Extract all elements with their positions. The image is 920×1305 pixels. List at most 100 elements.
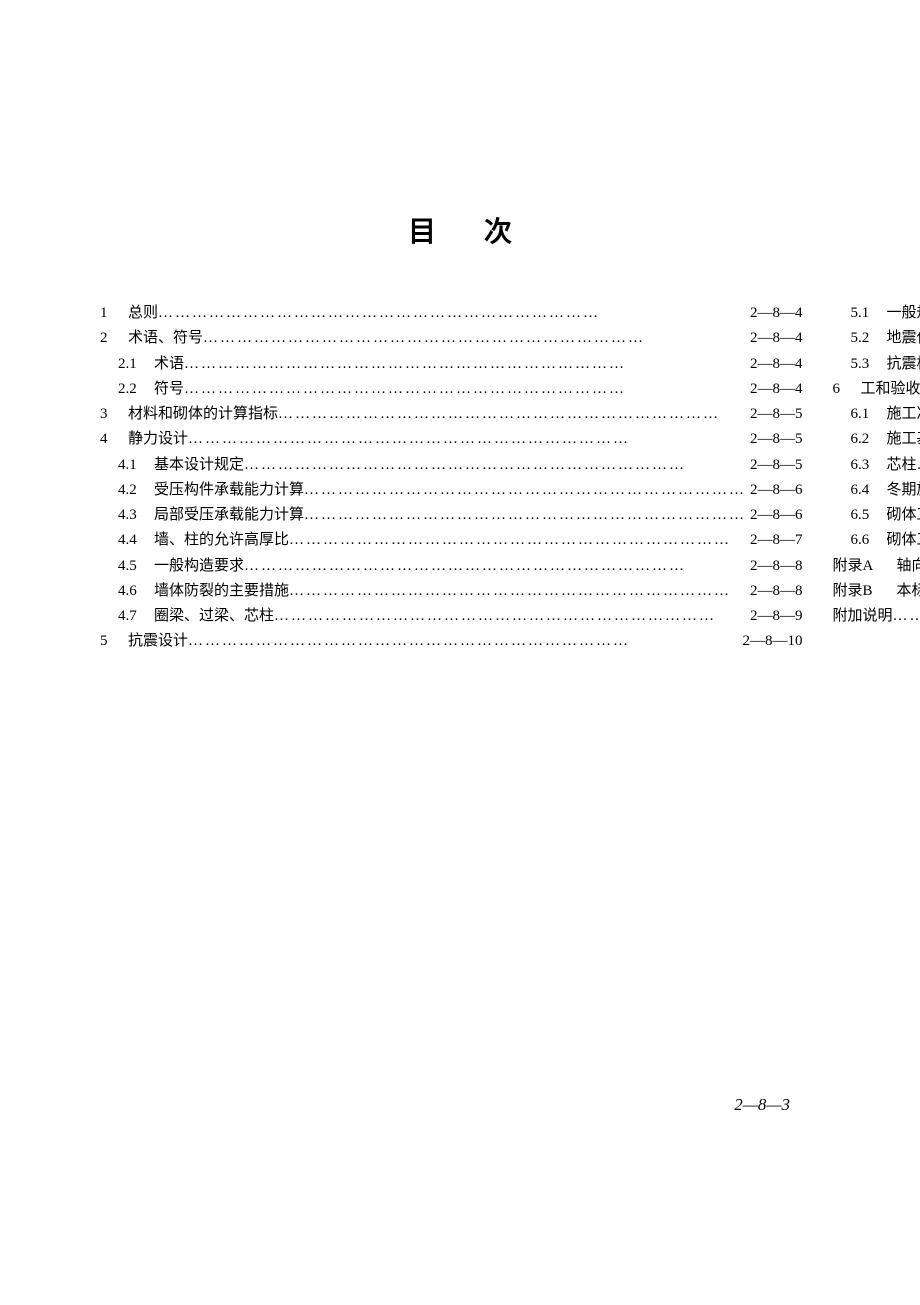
page-number: 2—8—3 (734, 1095, 790, 1115)
toc-entry-number: 3 (100, 403, 122, 426)
toc-entry-label: 总则 (122, 302, 158, 325)
toc-leader-dots (304, 479, 746, 502)
toc-entry-label: 一般构造要求 (148, 555, 244, 578)
toc-leader-dots (278, 403, 746, 426)
toc-entry: 4静力设计2—8—5 (100, 428, 803, 451)
toc-entry-label: 圈梁、过梁、芯柱 (148, 605, 274, 628)
toc-entry: 6.5砌体工程质量标准2—8—14 (833, 504, 920, 527)
toc-entry-page: 2—8—5 (746, 428, 803, 451)
toc-leader-dots (289, 529, 746, 552)
toc-entry-label: 工和验收 (855, 378, 920, 401)
toc-entry-page: 2—8—9 (746, 605, 803, 628)
toc-entry-label: 符号 (148, 378, 184, 401)
toc-entry-page: 2—8—4 (746, 327, 803, 350)
toc-entry-label: 砌体工程验收 (881, 529, 920, 552)
toc-entry-label: 抗震设计 (122, 630, 188, 653)
toc-leader-dots (274, 605, 746, 628)
toc-entry: 5.2地震作用和结构抗震验算2—8—10 (833, 327, 920, 350)
toc-entry: 2.1术语 2—8—4 (100, 353, 803, 376)
toc-leader-dots (158, 302, 746, 325)
toc-entry-label: 材料和砌体的计算指标 (122, 403, 278, 426)
toc-leader-dots (188, 428, 746, 451)
toc-entry-number: 5 (100, 630, 122, 653)
toc-entry: 6.6砌体工程验收2—8—14 (833, 529, 920, 552)
toc-entry-number: 6.4 (833, 479, 881, 502)
toc-entry-label: 一般规定 (881, 302, 920, 325)
toc-entry-page: 2—8—5 (746, 403, 803, 426)
toc-entry-label: 施工准备 (881, 403, 920, 426)
toc-entry: 5抗震设计 2—8—10 (100, 630, 803, 653)
toc-entry-number: 6.1 (833, 403, 881, 426)
toc-entry-label: 静力设计 (122, 428, 188, 451)
toc-right-column: 5.1一般规定2—8—105.2地震作用和结构抗震验算2—8—10 5.3抗震构造… (833, 302, 920, 656)
toc-entry-label: 轴向力影响系数 φ (891, 555, 920, 578)
toc-entry-page: 2—8—6 (746, 504, 803, 527)
toc-entry-label: 施工基本要求 (881, 428, 920, 451)
toc-entry: 6.1施工准备2—8—12 (833, 403, 920, 426)
toc-columns: 1总则2—8—42术语、符号2—8—42.1术语2—8—42.2符号2—8—43… (100, 302, 820, 656)
toc-entry-page: 2—8—8 (746, 555, 803, 578)
toc-entry-label: 地震作用和结构抗震验算 (881, 327, 920, 350)
toc-entry-number: 6 (833, 378, 855, 401)
toc-entry-label: 冬期施工 (881, 479, 920, 502)
toc-entry: 附录A轴向力影响系数 φ2—8—15 (833, 555, 920, 578)
toc-entry: 4.4墙、柱的允许高厚比2—8—7 (100, 529, 803, 552)
toc-entry-label: 墙体防裂的主要措施 (148, 580, 289, 603)
toc-entry-number: 2 (100, 327, 122, 350)
toc-entry-number: 4.6 (100, 580, 148, 603)
toc-entry-page: 2—8—4 (746, 302, 803, 325)
toc-entry: 4.3局部受压承载能力计算2—8—6 (100, 504, 803, 527)
toc-leader-dots (188, 630, 739, 653)
page: 目次 1总则2—8—42术语、符号2—8—42.1术语2—8—42.2符号2—8… (0, 0, 920, 656)
toc-leader-dots (893, 605, 920, 628)
toc-entry: 6.2施工基本要求2—8—13 (833, 428, 920, 451)
toc-entry-number: 6.3 (833, 454, 881, 477)
toc-entry: 4.6墙体防裂的主要措施2—8—8 (100, 580, 803, 603)
toc-entry: 4.7圈梁、过梁、芯柱2—8—9 (100, 605, 803, 628)
toc-entry-number: 4.5 (100, 555, 148, 578)
toc-leader-dots (289, 580, 746, 603)
toc-entry-page: 2—8—10 (739, 630, 803, 653)
toc-entry: 1总则 2—8—4 (100, 302, 803, 325)
toc-leader-dots (203, 327, 746, 350)
toc-entry: 6工和验收2—8—12 (833, 378, 920, 401)
toc-entry-label: 受压构件承载能力计算 (148, 479, 304, 502)
toc-entry: 5.1一般规定2—8—10 (833, 302, 920, 325)
toc-entry-number: 4.4 (100, 529, 148, 552)
toc-entry-number: 6.2 (833, 428, 881, 451)
toc-entry: 附录B本标准用词说明2—8—16 (833, 580, 920, 603)
toc-entry-number: 2.2 (100, 378, 148, 401)
toc-entry-number: 6.5 (833, 504, 881, 527)
toc-entry-label: 本标准用词说明 (891, 580, 920, 603)
toc-entry: 2.2符号 2—8—4 (100, 378, 803, 401)
toc-entry: 5.3抗震构造措施2—8—12 (833, 353, 920, 376)
toc-entry-label: 术语 (148, 353, 184, 376)
toc-entry: 6.4冬期施工2—8—14 (833, 479, 920, 502)
toc-entry-label: 芯柱 (881, 454, 917, 477)
toc-entry-number: 2.1 (100, 353, 148, 376)
toc-entry: 4.2受压构件承载能力计算 2—8—6 (100, 479, 803, 502)
toc-leader-dots (184, 353, 746, 376)
toc-entry-page: 2—8—6 (746, 479, 803, 502)
toc-entry-page: 2—8—4 (746, 353, 803, 376)
toc-entry-number: 6.6 (833, 529, 881, 552)
toc-entry-number: 附录A (833, 555, 891, 578)
toc-entry-label: 局部受压承载能力计算 (148, 504, 304, 527)
toc-leader-dots (244, 454, 746, 477)
toc-entry-number: 4.1 (100, 454, 148, 477)
toc-leader-dots (917, 454, 920, 477)
toc-entry-page: 2—8—7 (746, 529, 803, 552)
toc-entry-number: 1 (100, 302, 122, 325)
toc-entry-number: 5.1 (833, 302, 881, 325)
toc-leader-dots (304, 504, 746, 527)
toc-entry-label: 基本设计规定 (148, 454, 244, 477)
toc-entry: 3材料和砌体的计算指标 2—8—5 (100, 403, 803, 426)
toc-entry-number: 4.2 (100, 479, 148, 502)
toc-entry-page: 2—8—4 (746, 378, 803, 401)
toc-left-column: 1总则2—8—42术语、符号2—8—42.1术语2—8—42.2符号2—8—43… (100, 302, 803, 656)
toc-entry: 6.3芯柱2—8—14 (833, 454, 920, 477)
toc-entry-number: 5.2 (833, 327, 881, 350)
toc-entry: 4.5一般构造要求 2—8—8 (100, 555, 803, 578)
toc-entry-label: 抗震构造措施 (881, 353, 920, 376)
toc-entry: 附加说明2—8—16 (833, 605, 920, 628)
